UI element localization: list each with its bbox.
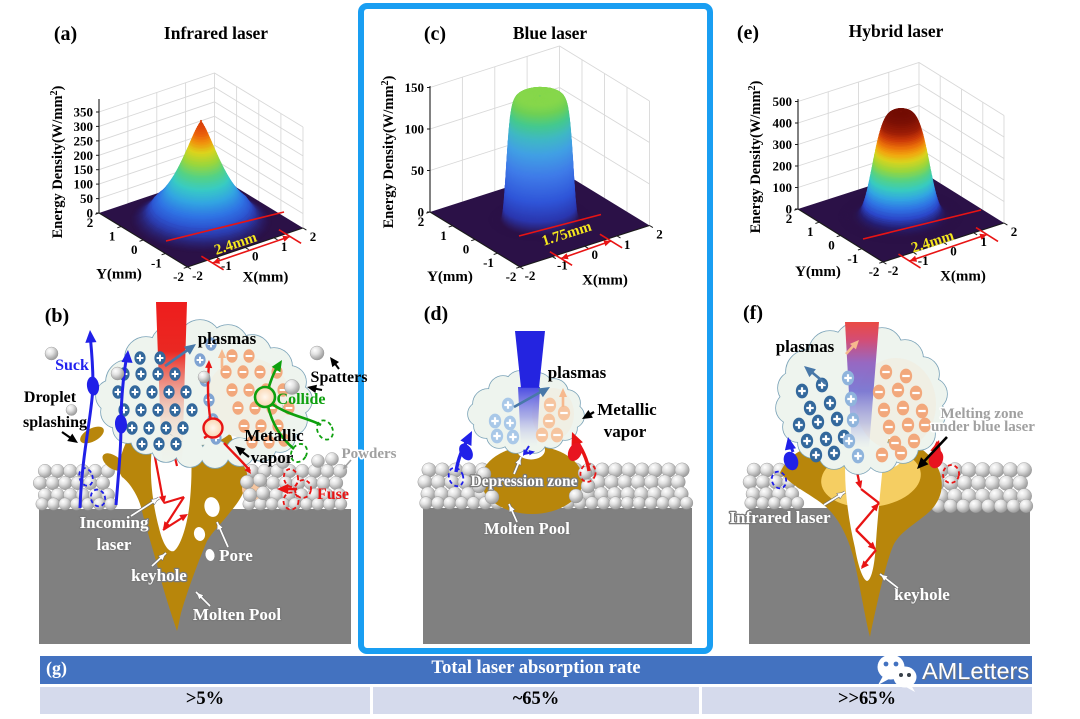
svg-text:Pore: Pore [219,546,253,565]
svg-text:Energy Density(W/mm2): Energy Density(W/mm2) [49,85,67,238]
svg-text:-1: -1 [221,258,232,273]
svg-text:1: 1 [440,228,447,243]
svg-text:-1: -1 [557,258,568,273]
svg-text:vapor: vapor [604,422,647,441]
svg-text:0: 0 [592,247,599,262]
svg-text:-2: -2 [192,268,203,283]
svg-text:Infrared laser: Infrared laser [729,508,831,527]
svg-text:(d): (d) [424,303,448,325]
svg-text:vapor: vapor [251,448,294,467]
svg-text:X(mm): X(mm) [940,269,986,285]
svg-text:100: 100 [773,180,793,195]
svg-text:Y(mm): Y(mm) [795,264,841,280]
svg-text:Suck: Suck [55,357,89,374]
svg-text:0: 0 [950,244,957,259]
svg-text:200: 200 [773,159,793,174]
svg-text:150: 150 [405,80,425,95]
svg-text:Y(mm): Y(mm) [427,269,473,285]
svg-text:50: 50 [80,191,93,206]
svg-text:Metallic: Metallic [597,400,657,419]
svg-text:(a): (a) [54,23,77,45]
svg-text:300: 300 [74,119,94,134]
svg-text:-1: -1 [483,255,494,270]
svg-text:splashing: splashing [23,414,87,431]
svg-text:Blue laser: Blue laser [513,23,588,43]
svg-text:2: 2 [656,227,663,242]
svg-text:100: 100 [405,122,425,137]
svg-text:(c): (c) [424,23,446,45]
svg-text:2: 2 [786,211,793,226]
svg-text:0: 0 [418,205,425,220]
svg-text:-2: -2 [869,264,880,279]
svg-text:0: 0 [87,206,94,221]
svg-text:under blue laser: under blue laser [931,419,1035,435]
svg-text:Collide: Collide [277,391,326,408]
svg-text:Depression zone: Depression zone [471,473,578,490]
svg-text:plasmas: plasmas [198,329,257,348]
svg-text:350: 350 [74,105,94,120]
svg-text:0: 0 [828,238,835,253]
svg-text:AMLetters: AMLetters [923,659,1030,685]
svg-text:keyhole: keyhole [131,566,187,585]
svg-text:1: 1 [281,239,288,254]
svg-text:(e): (e) [737,22,759,44]
svg-text:1: 1 [624,237,631,252]
svg-text:Molten Pool: Molten Pool [484,519,570,538]
svg-text:400: 400 [773,116,793,131]
svg-text:-2: -2 [506,269,517,284]
svg-text:0: 0 [786,202,793,217]
svg-text:Energy Density(W/mm2): Energy Density(W/mm2) [380,75,398,228]
svg-text:-1: -1 [151,256,162,271]
svg-text:2: 2 [418,214,425,229]
svg-text:200: 200 [74,148,94,163]
svg-text:0: 0 [252,249,259,264]
svg-text:250: 250 [74,133,94,148]
svg-text:Spatters: Spatters [311,369,368,386]
svg-text:laser: laser [97,535,132,554]
svg-text:150: 150 [74,162,94,177]
svg-text:Fuse: Fuse [317,486,349,503]
svg-text:Powders: Powders [342,446,397,462]
svg-text:Molten Pool: Molten Pool [193,605,282,624]
svg-text:1: 1 [981,234,988,249]
svg-text:(f): (f) [743,302,763,324]
svg-text:-1: -1 [918,253,929,268]
svg-text:0: 0 [131,242,138,257]
svg-text:100: 100 [74,177,94,192]
svg-text:50: 50 [411,163,424,178]
svg-text:Hybrid laser: Hybrid laser [849,21,944,41]
svg-text:-1: -1 [847,251,858,266]
svg-text:X(mm): X(mm) [243,270,289,286]
svg-text:Y(mm): Y(mm) [96,267,142,283]
svg-text:Melting zone: Melting zone [941,406,1024,422]
svg-text:keyhole: keyhole [894,585,950,604]
svg-text:300: 300 [773,137,793,152]
svg-text:X(mm): X(mm) [582,273,628,289]
svg-text:Metallic: Metallic [244,426,304,445]
svg-text:2: 2 [1011,224,1018,239]
svg-text:0: 0 [463,242,470,257]
svg-text:-2: -2 [525,268,536,283]
svg-text:Incoming: Incoming [80,513,149,532]
svg-text:-2: -2 [173,269,184,284]
svg-text:plasmas: plasmas [548,363,607,382]
svg-text:Energy Density(W/mm2): Energy Density(W/mm2) [747,80,765,233]
svg-text:Infrared laser: Infrared laser [164,23,268,43]
svg-text:1: 1 [109,229,116,244]
svg-text:Droplet: Droplet [24,389,77,406]
svg-text:1: 1 [807,224,814,239]
svg-text:2: 2 [87,215,94,230]
svg-text:2: 2 [310,229,317,244]
svg-text:-2: -2 [888,263,899,278]
svg-text:AMLetters: AMLetters [922,658,1029,684]
svg-text:plasmas: plasmas [776,337,835,356]
svg-text:(b): (b) [45,305,69,327]
svg-text:500: 500 [773,94,793,109]
